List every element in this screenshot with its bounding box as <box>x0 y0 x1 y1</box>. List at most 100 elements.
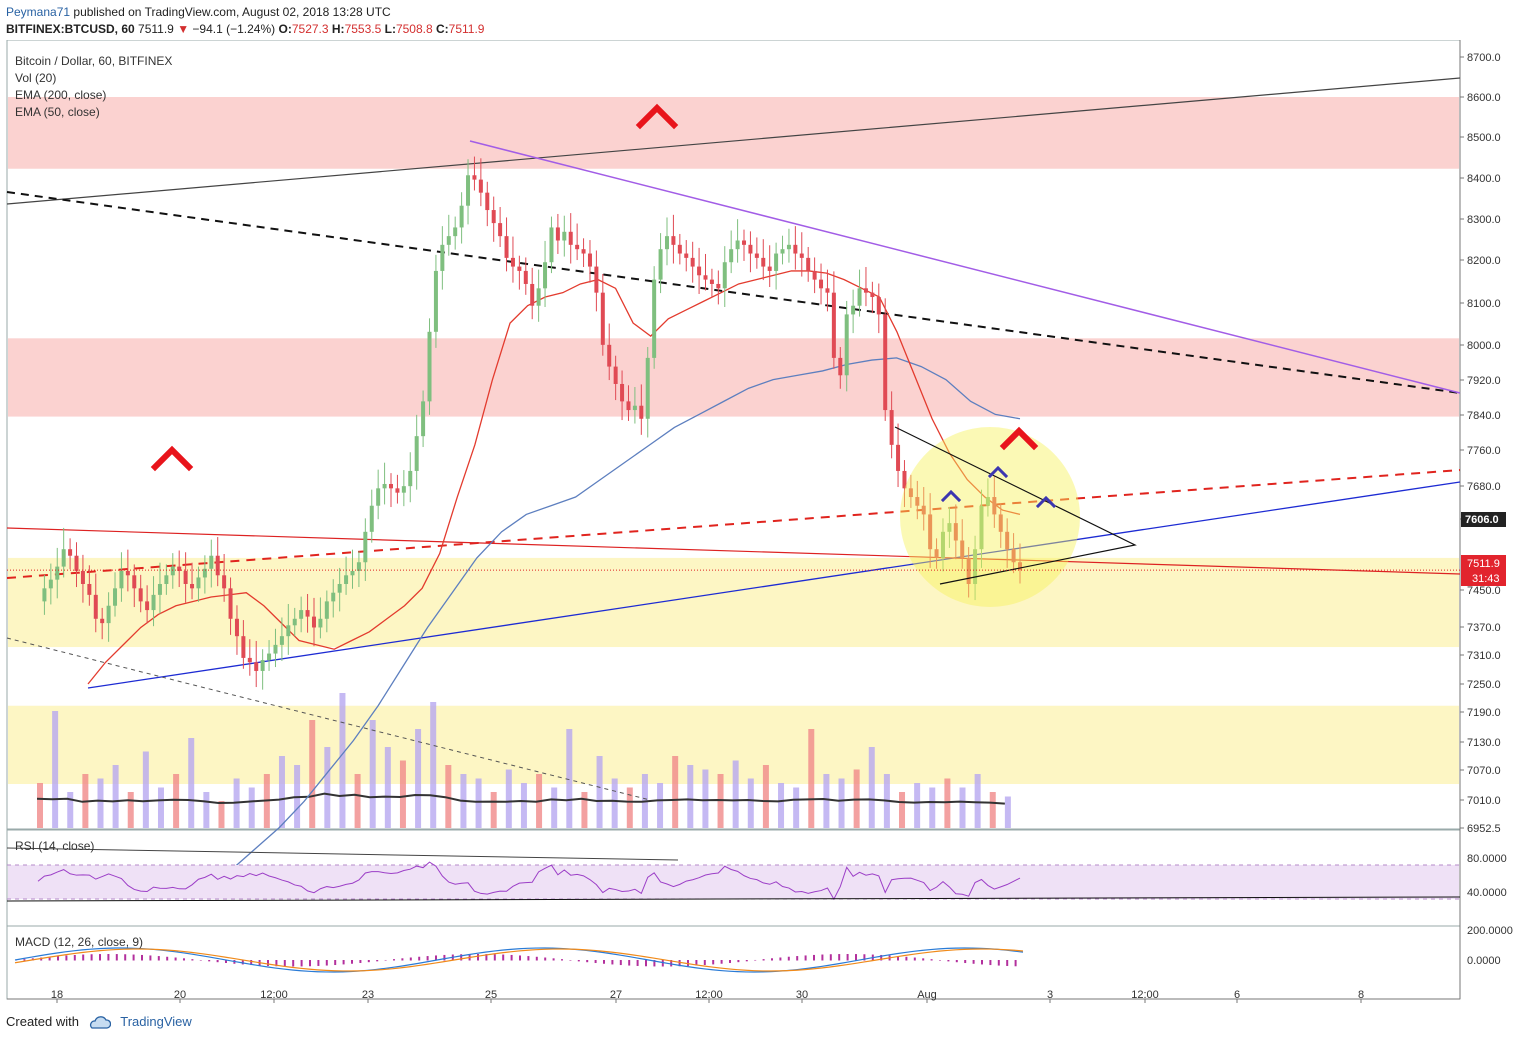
close-value: 7511.9 <box>448 22 485 36</box>
macd-histogram-bar <box>292 960 295 967</box>
last-price-badge <box>1461 555 1506 586</box>
price-tick-label: 7840.0 <box>1467 410 1501 422</box>
candle-body <box>536 288 541 306</box>
macd-histogram-bar <box>376 960 379 962</box>
candle-body <box>600 292 605 345</box>
price-tick-label: 8400.0 <box>1467 173 1501 185</box>
volume-bar <box>944 778 951 828</box>
candle-body <box>902 470 907 489</box>
candle-body <box>639 405 644 419</box>
candle-body <box>921 505 926 515</box>
macd-histogram-bar <box>720 960 723 964</box>
red-up-chevron-icon <box>635 103 679 130</box>
candle-body <box>543 262 548 289</box>
volume-bar <box>203 792 210 828</box>
macd-histogram-bar <box>149 955 152 961</box>
macd-histogram-bar <box>779 957 782 961</box>
price-tick-label: 8700.0 <box>1467 52 1501 64</box>
macd-histogram-bar <box>569 960 572 961</box>
dashed-black-trendline <box>6 191 1461 394</box>
time-tick-label: 12:00 <box>260 989 288 1001</box>
macd-histogram-bar <box>174 957 177 961</box>
candle-body <box>735 240 740 250</box>
time-tick-label: Aug <box>917 989 937 1001</box>
macd-histogram-bar <box>283 960 286 967</box>
macd-histogram-bar <box>107 954 110 961</box>
macd-histogram-bar <box>359 960 362 963</box>
candle-body <box>799 253 804 258</box>
candle-body <box>575 244 580 250</box>
low-label: L: <box>384 22 396 36</box>
candle-body <box>504 236 509 258</box>
macd-histogram-bar <box>57 956 59 961</box>
time-tick-label: 12:00 <box>1131 989 1159 1001</box>
candle-body <box>324 601 329 619</box>
macd-histogram-bar <box>930 959 933 961</box>
candle-body <box>299 610 304 619</box>
candle-body <box>645 357 650 419</box>
volume-bar <box>672 756 679 828</box>
candle-body <box>722 262 727 289</box>
candle-body <box>356 562 361 571</box>
open-label: O: <box>278 22 292 36</box>
rsi-support-line <box>6 896 1461 902</box>
red-horizontal-trendline <box>6 527 1461 575</box>
macd-histogram-bar <box>99 954 101 961</box>
candle-body <box>170 566 175 576</box>
macd-histogram-bar <box>351 960 353 964</box>
high-label: H: <box>331 22 345 36</box>
candle-body <box>1011 549 1016 563</box>
candle-body <box>934 549 939 558</box>
volume-bar <box>445 765 452 828</box>
author-link[interactable]: Peymana71 <box>6 5 71 19</box>
macd-histogram-bar <box>653 960 656 967</box>
tradingview-link[interactable]: TradingView <box>120 1014 192 1029</box>
candle-body <box>190 583 195 589</box>
legend-volume: Vol (20) <box>15 71 57 85</box>
candle-body <box>555 227 560 241</box>
volume-bar <box>974 774 981 828</box>
volume-bar <box>112 765 119 828</box>
candle-body <box>331 592 336 602</box>
macd-histogram-bar <box>325 960 328 966</box>
volume-bar <box>399 760 406 828</box>
purple-descending-trendline <box>469 140 1461 394</box>
macd-histogram-bar <box>334 960 337 966</box>
candle-body <box>491 210 496 224</box>
macd-histogram-bar <box>661 960 664 967</box>
volume-ma-line <box>36 792 1005 805</box>
candle-body <box>421 401 426 437</box>
candle-body <box>889 410 894 445</box>
candle-body <box>671 236 676 245</box>
candle-body <box>119 570 124 589</box>
candle-body <box>453 227 458 237</box>
candle-body <box>151 594 156 611</box>
macd-histogram-bar <box>216 960 219 963</box>
candle-body <box>446 236 451 245</box>
price-tick-label: 8500.0 <box>1467 132 1501 144</box>
candle-body <box>48 579 53 589</box>
candle-body <box>985 497 990 506</box>
macd-histogram-bar <box>846 954 849 961</box>
blue-up-chevron-icon <box>940 489 962 503</box>
candle-body <box>138 588 143 602</box>
macd-histogram-bar <box>619 960 622 966</box>
price-chart[interactable]: 8700.0 8600.0 8500.0 8400.0 8300.0 8200.0 8100… <box>0 40 1525 1006</box>
price-tick-label: 7760.0 <box>1467 445 1501 457</box>
candle-body <box>966 557 971 584</box>
candle-body <box>613 366 618 384</box>
macd-histogram-bar <box>989 960 992 966</box>
candle-body <box>620 383 625 402</box>
volume-bar <box>989 792 996 828</box>
candle-body <box>68 549 73 556</box>
candle-body <box>433 270 438 332</box>
volume-bar <box>747 778 754 828</box>
macd-histogram-bar <box>905 956 908 961</box>
macd-histogram-bar <box>645 960 647 967</box>
candle-body <box>607 344 612 367</box>
price-tick-label: 8100.0 <box>1467 298 1501 310</box>
candle-body <box>767 266 772 271</box>
volume-bar <box>188 738 195 828</box>
candle-body <box>729 249 734 263</box>
support-zone-upper <box>8 557 1459 648</box>
